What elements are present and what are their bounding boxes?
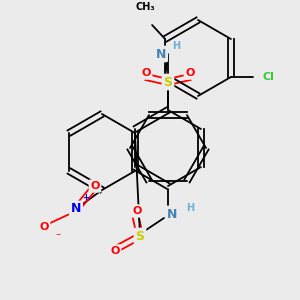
Text: H: H: [172, 41, 180, 51]
Text: H: H: [186, 203, 194, 213]
Text: O: O: [110, 246, 120, 256]
Text: S: S: [136, 230, 145, 242]
Text: ⁻: ⁻: [56, 232, 61, 242]
Text: O: O: [132, 206, 142, 216]
Text: S: S: [164, 76, 172, 88]
Text: N: N: [156, 47, 166, 61]
Text: N: N: [71, 202, 81, 215]
Text: O: O: [185, 68, 195, 78]
Text: O: O: [141, 68, 151, 78]
Text: CH₃: CH₃: [135, 2, 155, 12]
Text: +: +: [82, 194, 89, 202]
Text: N: N: [167, 208, 177, 220]
Text: O: O: [90, 181, 100, 191]
Text: Cl: Cl: [263, 72, 275, 82]
Text: O: O: [39, 222, 49, 232]
